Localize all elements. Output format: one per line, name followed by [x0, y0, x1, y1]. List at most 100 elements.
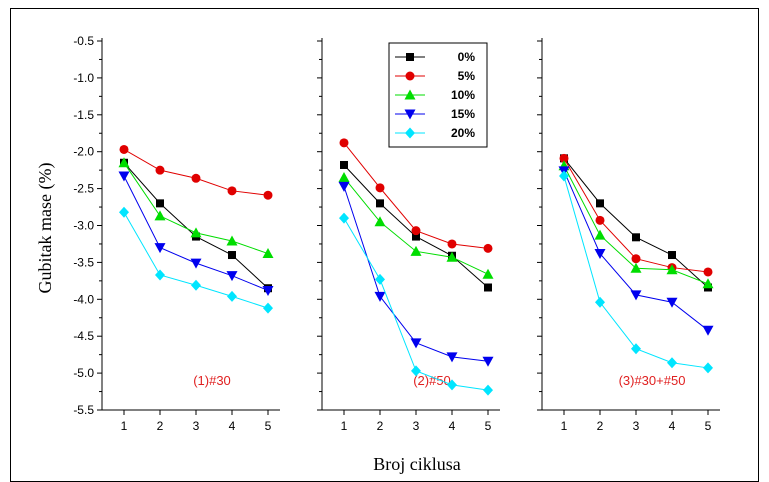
- data-point: [631, 343, 641, 355]
- legend-label: 20%: [451, 126, 475, 140]
- data-point: [482, 356, 494, 367]
- data-point: [595, 296, 605, 308]
- data-point: [594, 229, 606, 240]
- data-point: [668, 251, 676, 260]
- y-tick-label: -4.0: [73, 292, 94, 306]
- x-tick-label: 1: [561, 419, 568, 433]
- axes-layer: -0.5 -1.0 -1.5 -2.0 -2.5 -3.0 -3.5 -4.0 -4.5 -5.0…: [73, 34, 720, 433]
- data-point: [411, 365, 421, 377]
- data-point: [119, 206, 129, 218]
- data-point: [190, 227, 202, 238]
- y-tick-label: -3.0: [73, 219, 94, 233]
- legend: 0% 5% 10% 15% 20%: [388, 42, 488, 148]
- data-point: [595, 215, 605, 225]
- data-point: [559, 153, 569, 163]
- series-line: [343, 217, 489, 391]
- data-point: [338, 181, 350, 192]
- data-point: [702, 325, 714, 336]
- series-line: [343, 186, 489, 362]
- x-tick-label: 5: [265, 419, 272, 433]
- data-point: [154, 210, 166, 221]
- x-tick-label: 3: [413, 419, 420, 433]
- data-point: [226, 235, 238, 246]
- data-point: [667, 357, 677, 369]
- legend-label: 0%: [458, 50, 476, 64]
- legend-label: 5%: [458, 69, 476, 83]
- data-point: [191, 173, 201, 183]
- data-point: [262, 285, 274, 296]
- data-point: [340, 160, 348, 169]
- series-line: [123, 149, 269, 196]
- x-tick-label: 2: [157, 419, 164, 433]
- y-tick-label: -0.5: [73, 34, 94, 48]
- data-point: [703, 267, 713, 277]
- x-tick-label: 2: [597, 419, 604, 433]
- data-point: [155, 269, 165, 281]
- data-point: [410, 245, 422, 256]
- x-tick-label: 2: [377, 419, 384, 433]
- series-layer: [118, 138, 714, 396]
- data-point: [118, 171, 130, 182]
- data-point: [411, 226, 421, 236]
- x-tick-label: 4: [449, 419, 456, 433]
- data-point: [227, 290, 237, 302]
- data-point: [339, 138, 349, 148]
- x-tick-label: 5: [485, 419, 492, 433]
- y-tick-label: -5.0: [73, 366, 94, 380]
- data-point: [119, 144, 129, 154]
- data-point: [154, 243, 166, 254]
- legend-label: 15%: [451, 107, 475, 121]
- data-point: [118, 157, 130, 168]
- data-point: [482, 268, 494, 279]
- data-point: [631, 254, 641, 264]
- data-point: [338, 172, 350, 183]
- y-tick-label: -2.5: [73, 182, 94, 196]
- data-point: [630, 290, 642, 301]
- data-point: [375, 183, 385, 193]
- data-point: [155, 165, 165, 175]
- data-point: [447, 379, 457, 391]
- data-point: [630, 262, 642, 273]
- data-point: [404, 89, 416, 100]
- data-point: [263, 190, 273, 200]
- x-tick-label: 4: [669, 419, 676, 433]
- data-point: [594, 249, 606, 260]
- data-point: [404, 109, 416, 120]
- y-tick-label: -3.5: [73, 255, 94, 269]
- panel-label: (3)#30+#50: [619, 373, 686, 388]
- data-point: [666, 264, 678, 275]
- data-point: [596, 199, 604, 208]
- data-point: [339, 212, 349, 224]
- x-tick-label: 1: [121, 419, 128, 433]
- data-point: [632, 233, 640, 242]
- data-point: [483, 243, 493, 253]
- x-tick-label: 1: [341, 419, 348, 433]
- x-tick-label: 3: [633, 419, 640, 433]
- x-axis-label: Broj ciklusa: [373, 454, 461, 474]
- data-point: [375, 273, 385, 285]
- data-point: [374, 291, 386, 302]
- data-point: [666, 297, 678, 308]
- data-point: [228, 251, 236, 260]
- data-point: [262, 248, 274, 259]
- data-point: [226, 271, 238, 282]
- x-tick-label: 4: [229, 419, 236, 433]
- y-tick-label: -5.5: [73, 403, 94, 417]
- x-tick-label: 3: [193, 419, 200, 433]
- data-point: [405, 127, 415, 139]
- data-point: [410, 338, 422, 349]
- data-point: [702, 278, 714, 289]
- data-point: [263, 302, 273, 314]
- data-point: [483, 384, 493, 396]
- legend-label: 10%: [451, 88, 475, 102]
- data-point: [446, 352, 458, 363]
- data-point: [703, 362, 713, 374]
- panel-label: (1)#30: [193, 373, 231, 388]
- y-tick-label: -1.5: [73, 108, 94, 122]
- y-tick-label: -4.5: [73, 329, 94, 343]
- data-point: [446, 251, 458, 262]
- data-point: [376, 199, 384, 208]
- figure-border: [10, 8, 759, 482]
- x-tick-label: 5: [705, 419, 712, 433]
